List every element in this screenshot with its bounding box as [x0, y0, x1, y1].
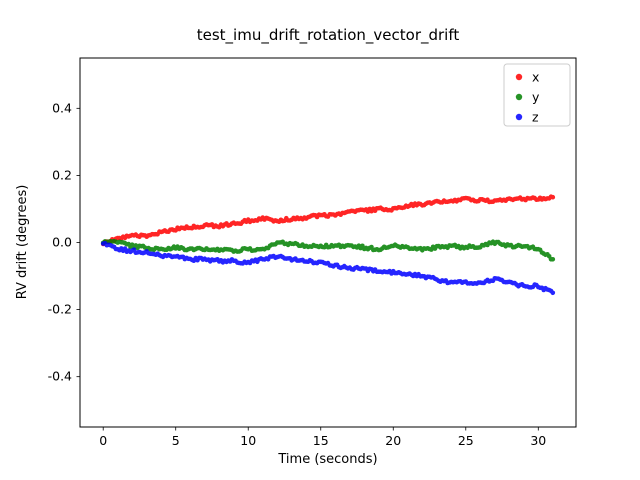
x-tick-label: 5 [172, 433, 180, 448]
legend-marker-y [515, 93, 523, 101]
y-tick-label: 0.2 [52, 167, 72, 182]
legend-marker-z [515, 113, 523, 121]
legend: xyz [503, 63, 571, 127]
series-x-points [100, 194, 556, 247]
axis-ticks: 0 5 10 15 20 25 30 -0.4 -0.2 0.0 0.2 0.4 [48, 100, 547, 448]
chart-title: test_imu_drift_rotation_vector_drift [197, 26, 460, 45]
legend-label-z: z [532, 110, 539, 125]
y-tick-label: 0.0 [52, 235, 72, 250]
x-tick-label: 15 [313, 433, 329, 448]
x-axis-label: Time (seconds) [277, 452, 377, 467]
legend-label-x: x [532, 70, 539, 85]
x-tick-label: 10 [240, 433, 256, 448]
y-axis-label: RV drift (degrees) [15, 185, 30, 300]
series-z-points [100, 241, 556, 296]
x-tick-label: 30 [530, 433, 546, 448]
legend-marker-x [515, 73, 523, 81]
y-tick-label: -0.4 [48, 369, 72, 384]
x-tick-label: 25 [458, 433, 474, 448]
x-tick-label: 20 [385, 433, 401, 448]
y-tick-label: 0.4 [52, 100, 72, 115]
x-tick-label: 0 [99, 433, 107, 448]
y-tick-label: -0.2 [48, 302, 72, 317]
legend-label-y: y [532, 90, 540, 105]
